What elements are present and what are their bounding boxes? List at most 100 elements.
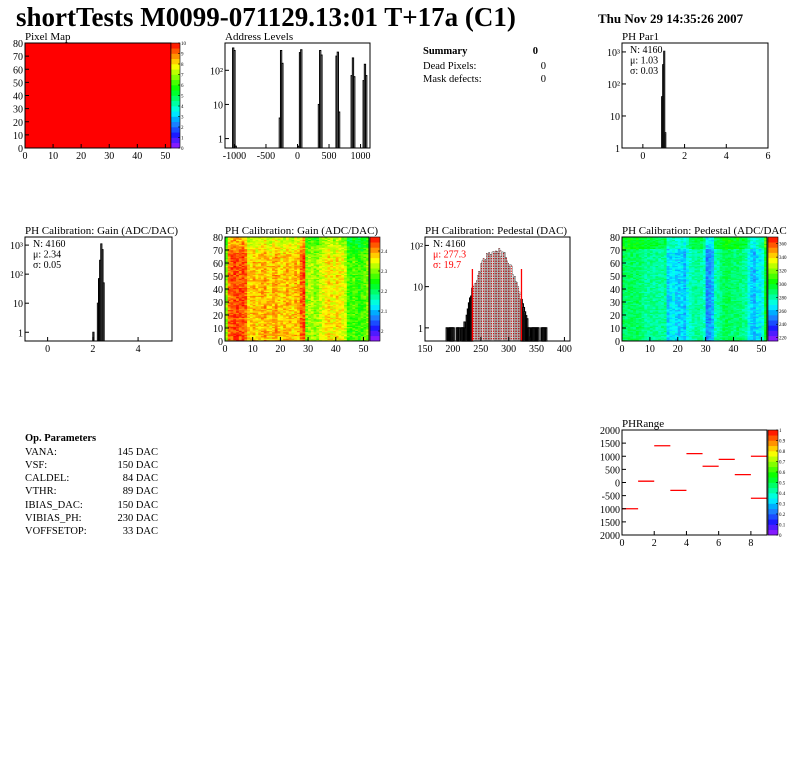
heatmap-cell: [316, 294, 320, 296]
heatmap-cell: [274, 265, 278, 268]
heatmap-cell: [360, 238, 364, 240]
heatmap-cell: [346, 334, 350, 337]
heatmap-cell: [366, 322, 370, 325]
heatmap-cell: [297, 337, 301, 339]
heatmap-cell: [344, 318, 348, 321]
heatmap-cell: [341, 313, 345, 316]
heatmap-cell: [352, 276, 356, 278]
heatmap-cell: [319, 312, 323, 314]
heatmap-cell: [349, 266, 353, 269]
heatmap-cell: [624, 246, 628, 248]
heatmap-cell: [274, 281, 278, 283]
heatmap-cell: [261, 318, 265, 321]
heatmap-cell: [263, 292, 267, 295]
heatmap-cell: [357, 294, 361, 296]
heatmap-cell: [346, 291, 350, 294]
heatmap-cell: [341, 260, 345, 262]
heatmap-cell: [338, 303, 342, 305]
heatmap-cell: [324, 259, 328, 261]
heatmap-cell: [349, 261, 353, 264]
heatmap-cell: [355, 281, 359, 283]
heatmap-cell: [280, 279, 284, 282]
stats-sigma: σ: 19.7: [433, 260, 461, 271]
heatmap-cell: [238, 238, 242, 240]
heatmap-cell: [360, 309, 364, 312]
heatmap-cell: [288, 334, 292, 337]
heatmap-cell: [291, 244, 295, 247]
heatmap-cell: [321, 250, 325, 252]
heatmap-cell: [261, 292, 265, 295]
heatmap-cell: [349, 265, 353, 268]
heatmap-cell: [233, 311, 237, 313]
heatmap-cell: [330, 294, 334, 296]
heatmap-cell: [291, 304, 295, 307]
heatmap-cell: [302, 338, 306, 340]
heatmap-cell: [349, 328, 353, 330]
heatmap-cell: [344, 257, 348, 260]
heatmap-cell: [352, 244, 356, 247]
heatmap-cell: [230, 318, 234, 321]
heatmap-cell: [238, 309, 242, 312]
heatmap-cell: [266, 292, 270, 295]
heatmap-cell: [366, 266, 370, 269]
heatmap-cell: [316, 259, 320, 261]
heatmap-cell: [333, 272, 337, 274]
heatmap-cell: [225, 302, 229, 304]
heatmap-cell: [285, 305, 289, 308]
heatmap-cell: [335, 268, 339, 270]
heatmap-cell: [263, 261, 267, 264]
heatmap-cell: [333, 309, 337, 312]
heatmap-cell: [327, 328, 331, 330]
heatmap-cell: [338, 264, 342, 266]
heatmap-cell: [280, 299, 284, 301]
heatmap-cell: [357, 248, 361, 251]
heatmap-cell: [299, 325, 303, 327]
heatmap-cell: [630, 290, 634, 292]
heatmap-cell: [327, 300, 331, 303]
heatmap-cell: [247, 250, 251, 252]
heatmap-cell: [324, 247, 328, 249]
heatmap-cell: [360, 329, 364, 331]
heatmap-cell: [310, 286, 314, 288]
heatmap-cell: [363, 333, 367, 335]
heatmap-cell: [272, 261, 276, 264]
heatmap-cell: [321, 269, 325, 272]
heatmap-cell: [308, 274, 312, 277]
heatmap-cell: [624, 331, 628, 334]
heatmap-cell: [255, 246, 259, 248]
heatmap-cell: [355, 296, 359, 299]
heatmap-cell: [238, 316, 242, 318]
heatmap-cell: [288, 255, 292, 257]
heatmap-cell: [299, 330, 303, 333]
heatmap-cell: [288, 250, 292, 252]
heatmap-cell: [357, 274, 361, 277]
heatmap-cell: [236, 279, 240, 282]
heatmap-cell: [321, 264, 325, 266]
heatmap-cell: [360, 261, 364, 264]
heatmap-cell: [324, 313, 328, 316]
heatmap-cell: [280, 281, 284, 283]
heatmap-cell: [236, 294, 240, 296]
heatmap-cell: [302, 263, 306, 265]
heatmap-cell: [236, 338, 240, 340]
heatmap-cell: [346, 329, 350, 331]
heatmap-cell: [349, 242, 353, 244]
heatmap-cell: [355, 268, 359, 270]
heatmap-cell: [297, 268, 301, 270]
heatmap-cell: [341, 302, 345, 304]
heatmap-cell: [291, 296, 295, 299]
heatmap-cell: [624, 328, 628, 330]
heatmap-cell: [624, 263, 628, 265]
heatmap-cell: [280, 318, 284, 321]
x-tick-label: 0: [295, 151, 300, 162]
heatmap-cell: [288, 269, 292, 272]
heatmap-cell: [349, 338, 353, 340]
heatmap-cell: [352, 304, 356, 307]
heatmap-cell: [244, 302, 248, 304]
heatmap-cell: [299, 290, 303, 292]
heatmap-cell: [310, 338, 314, 340]
heatmap-cell: [266, 261, 270, 264]
heatmap-cell: [305, 251, 309, 253]
heatmap-cell: [321, 282, 325, 285]
heatmap-cell: [624, 307, 628, 309]
